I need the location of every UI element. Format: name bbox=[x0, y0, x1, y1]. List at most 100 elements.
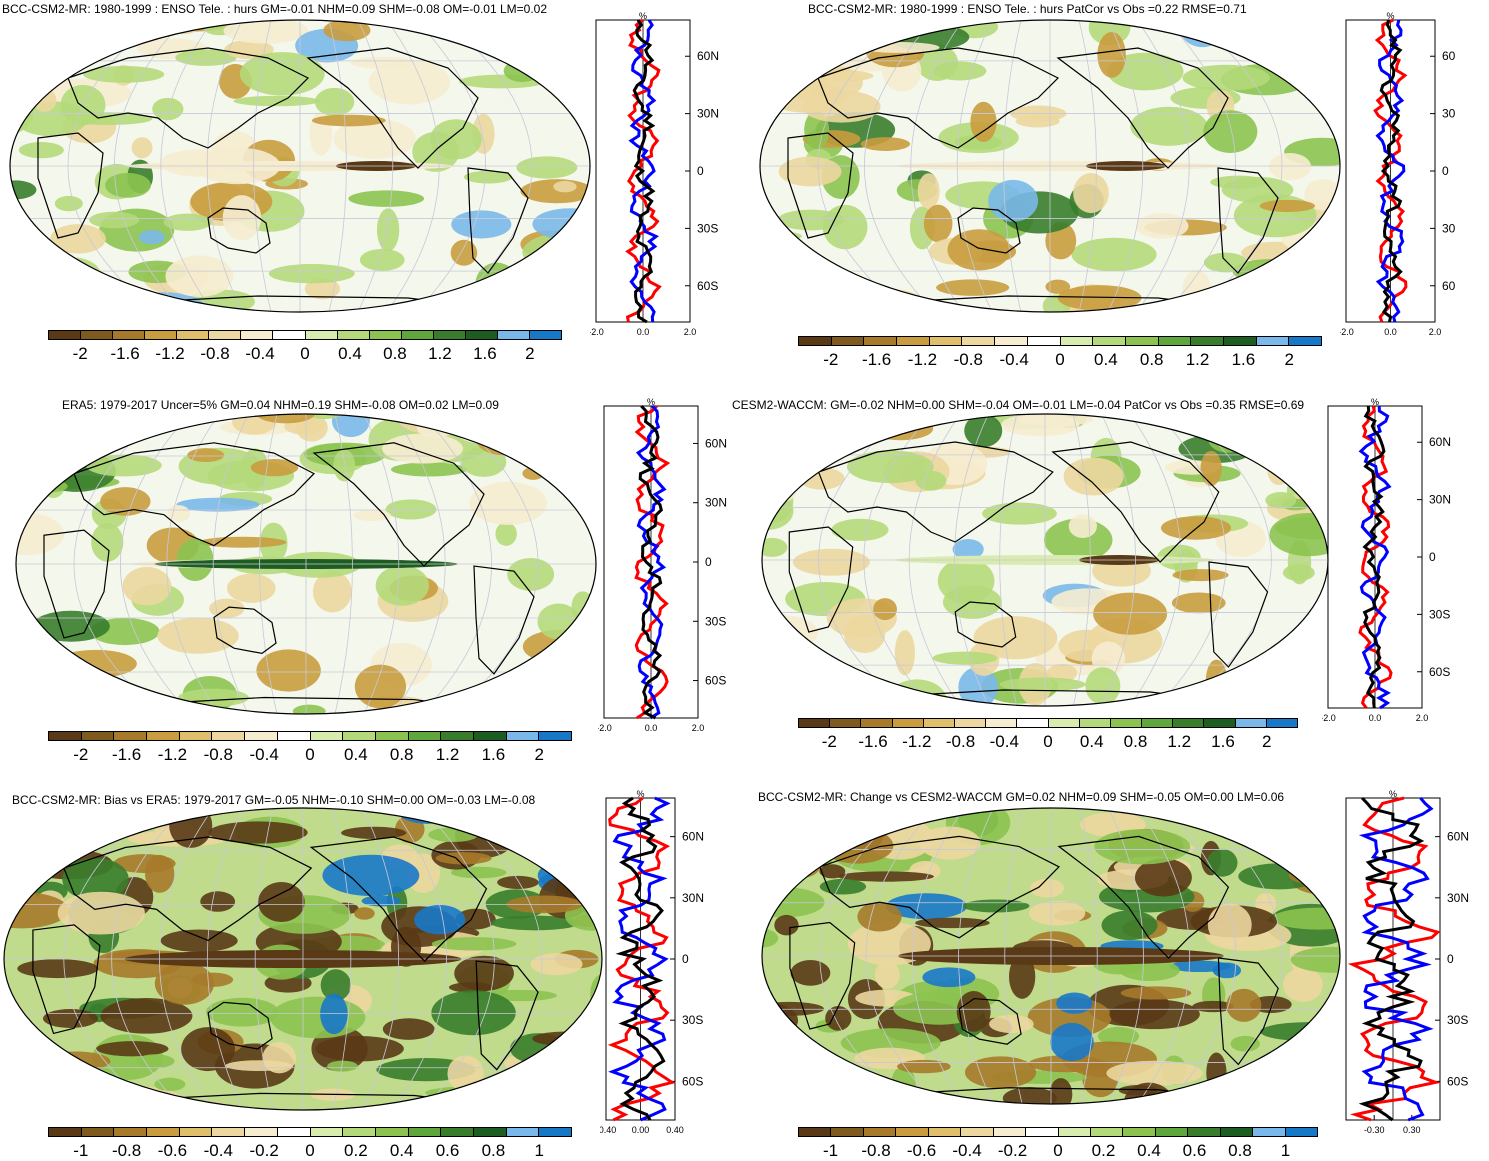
colorbar-swatch bbox=[114, 732, 148, 740]
colorbar-swatch bbox=[1188, 1128, 1221, 1136]
colorbar-label: 0.8 bbox=[481, 1141, 506, 1160]
colorbar-label: -1.2 bbox=[902, 732, 932, 751]
world-map bbox=[758, 18, 1342, 314]
colorbar-swatch bbox=[892, 719, 924, 727]
colorbar-swatch bbox=[81, 331, 114, 339]
colorbar-label: 0 bbox=[305, 1141, 315, 1160]
profile-ytick: 30S bbox=[697, 221, 718, 235]
profile-line-obs bbox=[607, 796, 676, 1122]
colorbar-label: -0.8 bbox=[945, 732, 976, 751]
colorbar-swatch bbox=[1060, 337, 1094, 345]
colorbar-swatch bbox=[1220, 1128, 1254, 1136]
colorbar-swatch bbox=[1173, 719, 1205, 727]
colorbar-swatch bbox=[1093, 337, 1126, 345]
profile-canvas: % 60N 30N 0 30S 60S -2.0 0.0 2.0 bbox=[1320, 397, 1451, 723]
colorbar-swatches bbox=[798, 336, 1322, 346]
colorbar-swatch bbox=[1027, 337, 1061, 345]
colorbar-label: -1.6 bbox=[861, 350, 892, 369]
colorbar-swatch bbox=[179, 1128, 213, 1136]
colorbar-swatch bbox=[993, 1128, 1027, 1136]
world-map bbox=[760, 412, 1330, 708]
colorbar-swatch bbox=[864, 337, 898, 345]
colorbar-label: 1 bbox=[534, 1141, 544, 1160]
profile-ytick: 60 bbox=[1442, 279, 1456, 293]
colorbar-swatch bbox=[1253, 1128, 1286, 1136]
colorbar-label: 0.4 bbox=[1094, 350, 1118, 369]
colorbar-swatch bbox=[799, 337, 832, 345]
profile-line-model bbox=[628, 19, 660, 323]
colorbar-swatch bbox=[1090, 1128, 1124, 1136]
colorbar-swatch bbox=[343, 732, 376, 740]
profile-ytick: 30S bbox=[705, 614, 726, 628]
profile-xtick: 2.0 bbox=[1416, 713, 1429, 723]
profile-xtick: 2.0 bbox=[684, 327, 697, 337]
colorbar-swatch bbox=[954, 719, 987, 727]
profile-units: % bbox=[1371, 398, 1379, 407]
profile-line-mean bbox=[638, 404, 663, 720]
colorbar-label: 1.6 bbox=[481, 745, 506, 764]
profile-ytick: 60N bbox=[1429, 435, 1451, 449]
colorbar-swatch bbox=[995, 337, 1028, 345]
colorbar-label: -2 bbox=[73, 745, 89, 764]
profile-line-mean bbox=[1362, 405, 1386, 709]
colorbar: -2 -1.6 -1.2 -0.8 -0.4 0 0.4 0.8 1.2 1.6 2 bbox=[48, 330, 562, 370]
colorbar-label: 0.6 bbox=[435, 1141, 460, 1160]
colorbar-swatches bbox=[48, 1127, 572, 1137]
colorbar-label: -1.6 bbox=[110, 344, 140, 363]
colorbar-swatches bbox=[48, 731, 572, 741]
colorbar-swatch bbox=[145, 331, 178, 339]
colorbar-swatch bbox=[529, 331, 561, 339]
colorbar-swatch bbox=[114, 1128, 148, 1136]
profile-xtick: -0.30 bbox=[1364, 1125, 1385, 1135]
colorbar-label: -0.6 bbox=[906, 1141, 937, 1160]
colorbar-swatch bbox=[923, 719, 955, 727]
colorbar-swatch bbox=[962, 337, 996, 345]
profile-ytick: 60S bbox=[682, 1074, 703, 1088]
colorbar-swatch bbox=[1026, 1128, 1059, 1136]
colorbar-swatches bbox=[798, 1127, 1318, 1137]
colorbar-label: 0.4 bbox=[338, 344, 362, 363]
colorbar-swatch bbox=[49, 732, 82, 740]
colorbar-swatch bbox=[177, 331, 210, 339]
profile-ytick: 30N bbox=[1429, 493, 1451, 507]
colorbar-label: 0.8 bbox=[1123, 732, 1148, 751]
colorbar-swatch bbox=[539, 732, 571, 740]
colorbar-swatch bbox=[473, 1128, 507, 1136]
profile-ytick: 60N bbox=[1447, 830, 1469, 844]
colorbar-label: -1 bbox=[73, 1141, 89, 1160]
colorbar-swatch bbox=[929, 337, 963, 345]
colorbar-label: 0 bbox=[1043, 732, 1053, 751]
colorbar-swatch bbox=[310, 732, 344, 740]
profile-ytick: 60S bbox=[697, 279, 718, 293]
zonal-mean-profile: % 60N 30N 0 30S 60S -0.40 0.00 0.40 bbox=[596, 789, 720, 1145]
colorbar-swatch bbox=[1058, 1128, 1091, 1136]
profile-ytick: 60S bbox=[1447, 1074, 1468, 1088]
profile-units: % bbox=[647, 398, 655, 407]
world-map bbox=[8, 18, 592, 314]
profile-line-mean bbox=[1358, 796, 1425, 1122]
profile-xtick: -2.0 bbox=[1340, 327, 1354, 337]
colorbar-swatch bbox=[863, 1128, 897, 1136]
map-canvas bbox=[9, 19, 591, 313]
colorbar-swatch bbox=[1191, 337, 1224, 345]
colorbar-swatch bbox=[441, 732, 474, 740]
zonal-mean-profile: % 60N 30N 0 30S 60S -2.0 0.0 2.0 bbox=[596, 397, 748, 743]
colorbar-swatch bbox=[401, 331, 434, 339]
profile-xtick: -2.0 bbox=[1322, 713, 1336, 723]
colorbar-label: -1.6 bbox=[111, 745, 142, 764]
colorbar-label: -0.4 bbox=[203, 1141, 233, 1160]
colorbar-label: 0.8 bbox=[383, 344, 407, 363]
world-map bbox=[14, 412, 598, 716]
profile-xtick: 0.0 bbox=[645, 723, 658, 733]
panel-title: BCC-CSM2-MR: Bias vs ERA5: 1979-2017 GM=… bbox=[12, 793, 536, 807]
map-canvas bbox=[759, 19, 1341, 313]
colorbar-label: 0.2 bbox=[1091, 1141, 1116, 1160]
colorbar-swatch bbox=[277, 732, 311, 740]
colorbar-swatch bbox=[241, 331, 274, 339]
zonal-mean-profile: % 60N 30N 0 30S 60S -0.30 0.30 bbox=[1340, 789, 1489, 1145]
panel-title: BCC-CSM2-MR: 1980-1999 : ENSO Tele. : hu… bbox=[808, 2, 1247, 16]
colorbar-label: -0.4 bbox=[989, 732, 1019, 751]
colorbar-swatch bbox=[1204, 719, 1236, 727]
colorbar-label: 2 bbox=[1284, 350, 1294, 369]
colorbar: -1 -0.8 -0.6 -0.4 -0.2 0 0.2 0.4 0.6 0.8 1 bbox=[48, 1127, 572, 1160]
